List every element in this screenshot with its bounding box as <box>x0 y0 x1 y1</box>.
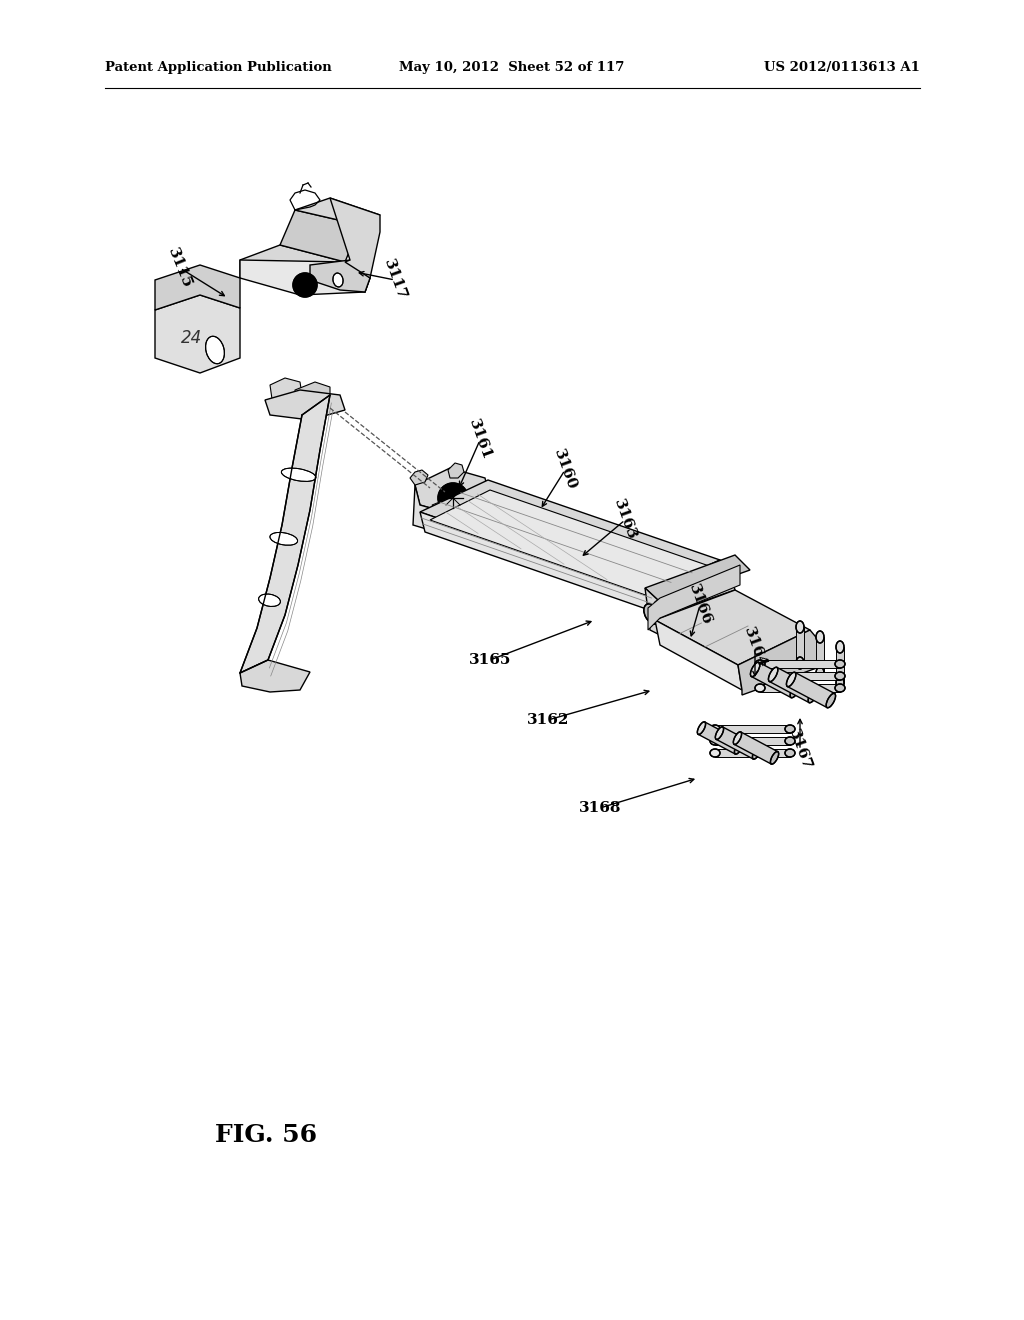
Ellipse shape <box>835 660 845 668</box>
Text: 24: 24 <box>181 329 203 347</box>
Polygon shape <box>295 198 380 224</box>
Ellipse shape <box>333 273 343 286</box>
Polygon shape <box>330 198 380 279</box>
Ellipse shape <box>786 672 796 686</box>
Circle shape <box>293 273 317 297</box>
Ellipse shape <box>768 667 778 681</box>
Polygon shape <box>650 560 735 618</box>
Polygon shape <box>816 638 824 673</box>
Circle shape <box>300 280 310 290</box>
Polygon shape <box>413 484 490 537</box>
Ellipse shape <box>826 693 836 708</box>
Polygon shape <box>655 620 742 690</box>
Text: 3165: 3165 <box>469 653 511 667</box>
Polygon shape <box>648 565 740 630</box>
Polygon shape <box>760 660 840 668</box>
Polygon shape <box>310 260 370 292</box>
Text: 3115: 3115 <box>166 246 195 290</box>
Text: 3161: 3161 <box>466 417 494 462</box>
Ellipse shape <box>836 642 844 653</box>
Polygon shape <box>155 294 240 374</box>
Ellipse shape <box>734 742 742 754</box>
Polygon shape <box>760 684 840 692</box>
Text: Patent Application Publication: Patent Application Publication <box>105 62 332 74</box>
Text: 3117: 3117 <box>381 257 409 302</box>
Ellipse shape <box>282 469 316 482</box>
Polygon shape <box>430 490 715 598</box>
Ellipse shape <box>753 747 761 759</box>
Polygon shape <box>715 737 790 744</box>
Ellipse shape <box>270 532 298 545</box>
Polygon shape <box>270 378 302 403</box>
Polygon shape <box>716 727 760 759</box>
Ellipse shape <box>785 748 795 756</box>
Polygon shape <box>715 748 790 756</box>
Text: 3162: 3162 <box>526 713 569 727</box>
Ellipse shape <box>259 594 281 606</box>
Polygon shape <box>769 668 816 702</box>
Ellipse shape <box>791 684 800 698</box>
Polygon shape <box>265 389 345 420</box>
Ellipse shape <box>796 657 804 669</box>
Polygon shape <box>715 725 790 733</box>
Polygon shape <box>645 587 670 635</box>
Ellipse shape <box>697 722 706 734</box>
Ellipse shape <box>206 337 224 364</box>
Polygon shape <box>655 590 810 665</box>
Polygon shape <box>449 463 464 478</box>
Ellipse shape <box>654 601 666 615</box>
Text: 3166: 3166 <box>686 582 714 627</box>
Polygon shape <box>760 672 840 680</box>
Ellipse shape <box>785 737 795 744</box>
Text: 3163: 3163 <box>611 498 639 543</box>
Text: 3168: 3168 <box>579 801 622 814</box>
Polygon shape <box>645 554 750 602</box>
Ellipse shape <box>770 751 778 764</box>
Ellipse shape <box>835 672 845 680</box>
Ellipse shape <box>710 737 720 744</box>
Text: FIG. 56: FIG. 56 <box>215 1123 317 1147</box>
Polygon shape <box>415 469 490 515</box>
Polygon shape <box>734 733 778 764</box>
Ellipse shape <box>751 663 760 677</box>
Polygon shape <box>698 722 741 754</box>
Ellipse shape <box>755 684 765 692</box>
Ellipse shape <box>755 672 765 680</box>
Text: 3167: 3167 <box>786 727 814 772</box>
Polygon shape <box>836 647 844 682</box>
Text: 3160: 3160 <box>551 447 579 492</box>
Polygon shape <box>787 672 835 708</box>
Ellipse shape <box>710 725 720 733</box>
Polygon shape <box>240 246 370 292</box>
Polygon shape <box>420 512 655 612</box>
Text: US 2012/0113613 A1: US 2012/0113613 A1 <box>764 62 920 74</box>
Polygon shape <box>432 488 488 517</box>
Polygon shape <box>280 210 360 261</box>
Ellipse shape <box>836 677 844 689</box>
Polygon shape <box>738 630 825 696</box>
Ellipse shape <box>755 660 765 668</box>
Ellipse shape <box>796 620 804 634</box>
Ellipse shape <box>644 603 660 624</box>
Ellipse shape <box>733 731 741 744</box>
Polygon shape <box>240 660 310 692</box>
Polygon shape <box>752 663 799 698</box>
Polygon shape <box>155 265 240 310</box>
Ellipse shape <box>816 631 824 643</box>
Ellipse shape <box>710 748 720 756</box>
Ellipse shape <box>716 727 724 739</box>
Polygon shape <box>295 381 330 407</box>
Ellipse shape <box>808 688 817 702</box>
Polygon shape <box>240 260 370 294</box>
Ellipse shape <box>785 725 795 733</box>
Ellipse shape <box>835 684 845 692</box>
Polygon shape <box>410 470 428 484</box>
Text: 3164: 3164 <box>741 626 769 671</box>
Circle shape <box>438 483 468 513</box>
Ellipse shape <box>816 667 824 678</box>
Polygon shape <box>796 627 804 663</box>
Polygon shape <box>420 480 720 591</box>
Polygon shape <box>240 395 330 673</box>
Text: May 10, 2012  Sheet 52 of 117: May 10, 2012 Sheet 52 of 117 <box>399 62 625 74</box>
